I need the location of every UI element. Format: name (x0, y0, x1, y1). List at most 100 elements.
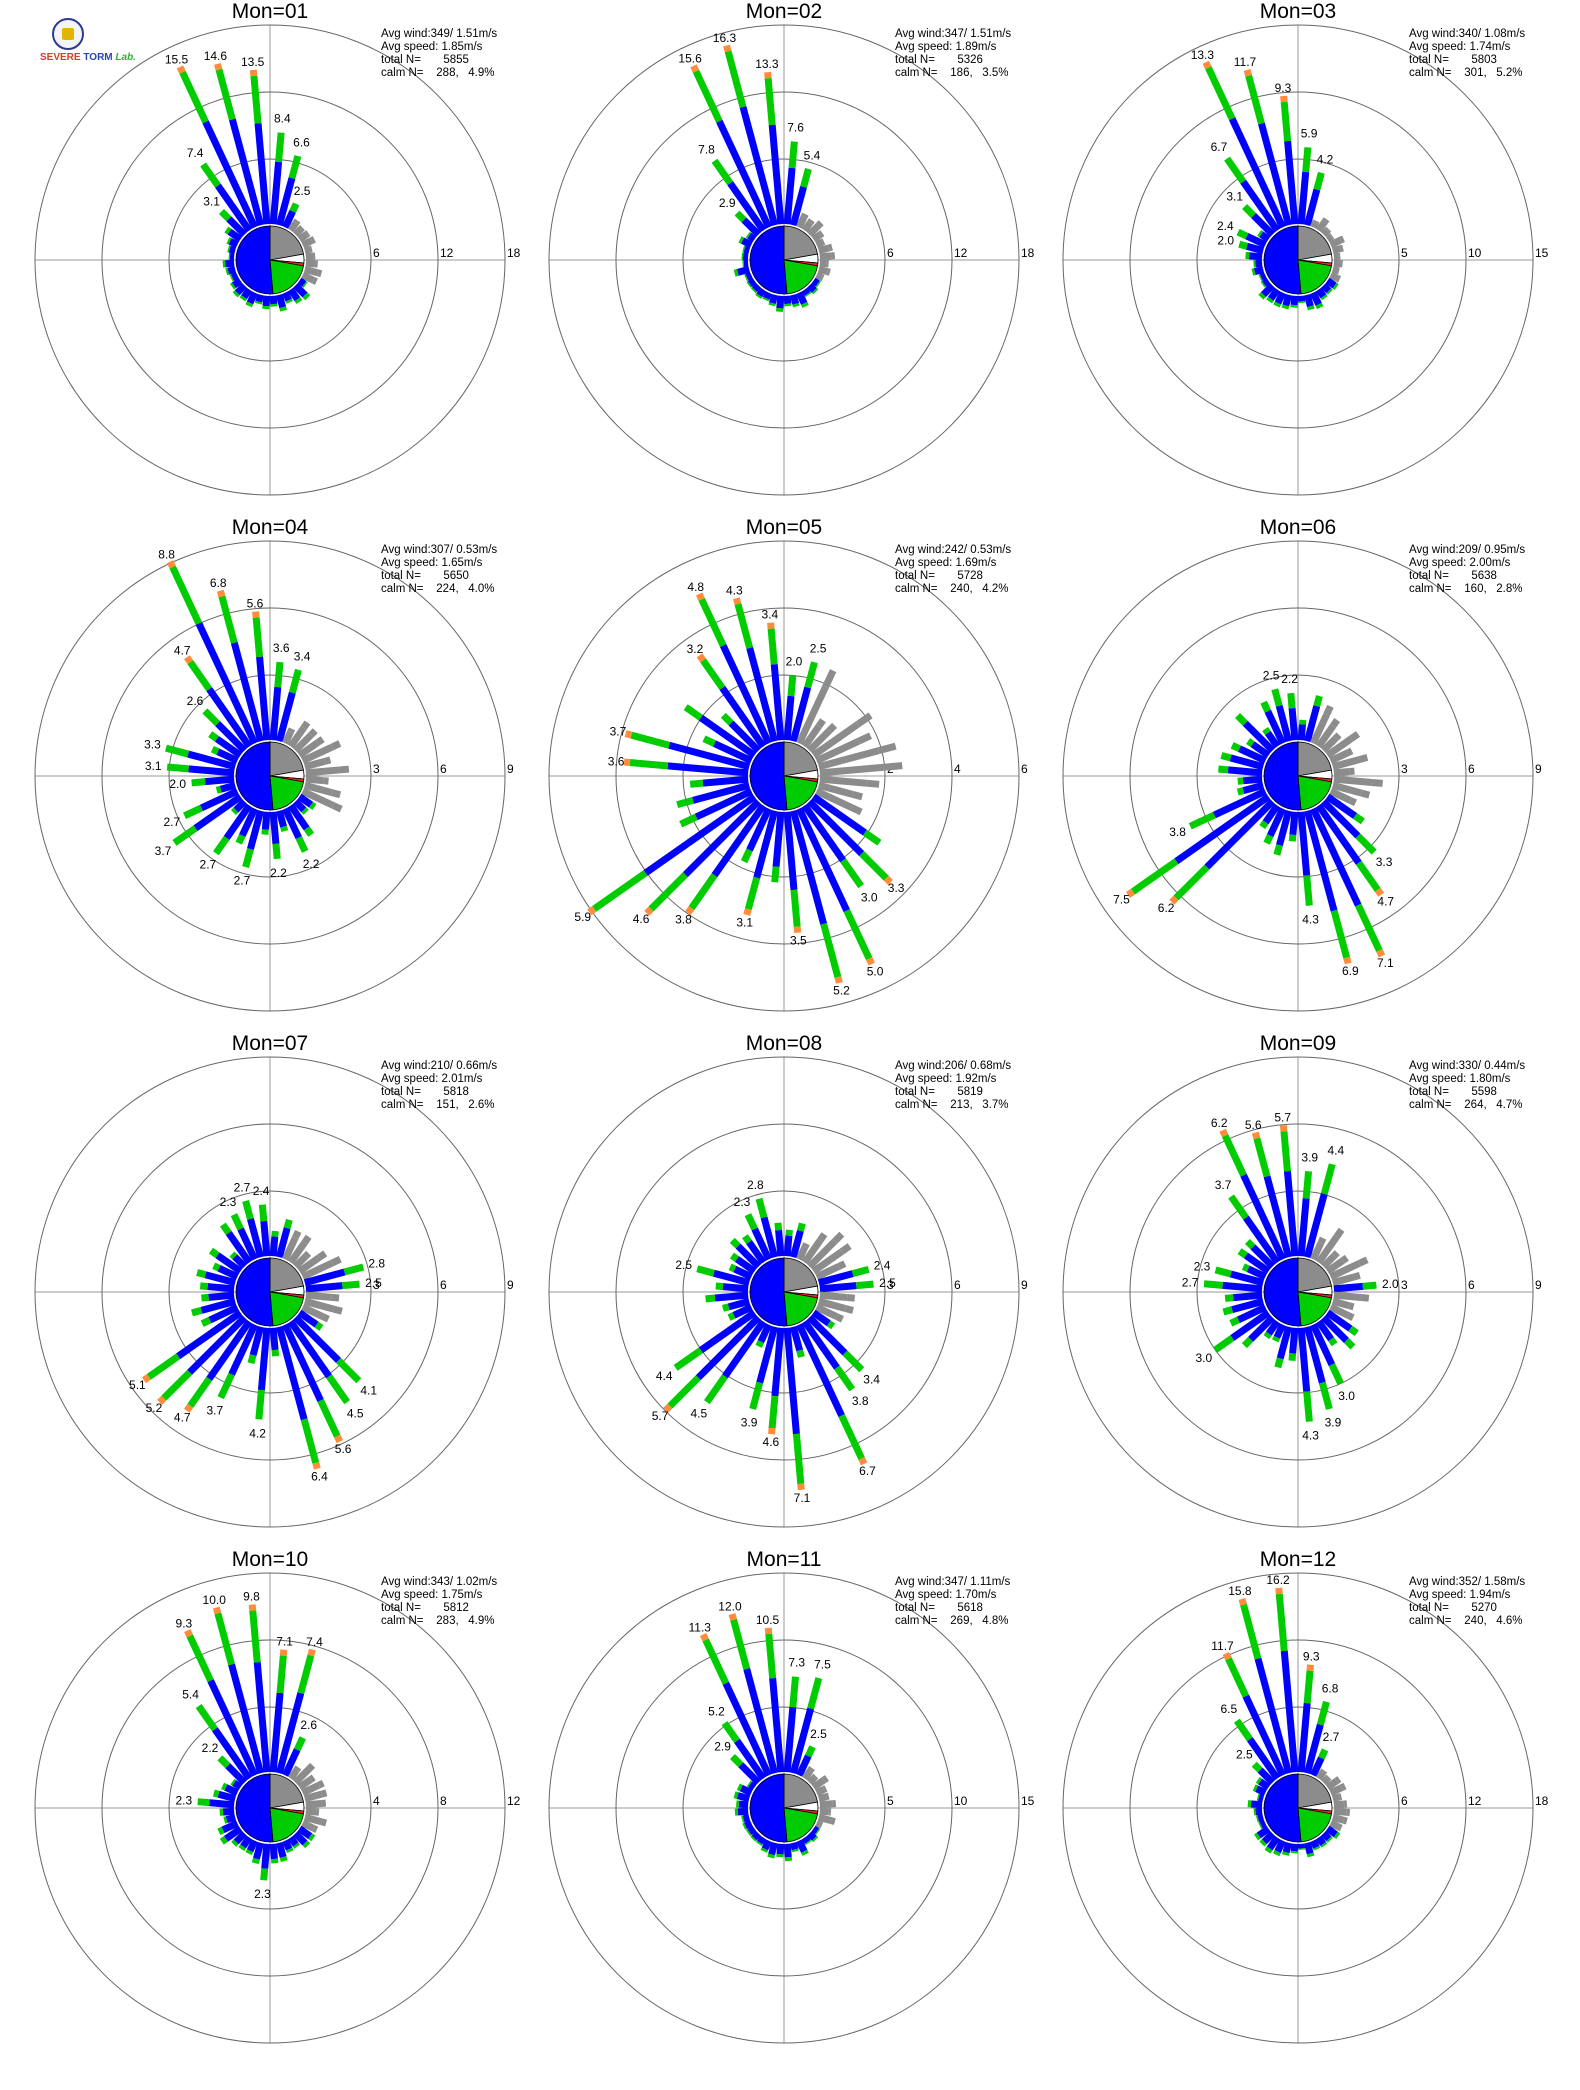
calm-sector-gray (1297, 1257, 1332, 1293)
wind-rose-svg: 6 12 18 9.3 6.8 2.7 2.5 6.5 11.7 15.8 16.2 (1062, 1572, 1549, 2044)
bar-segment-high (1281, 304, 1290, 310)
bar-segment-high (221, 1782, 228, 1791)
ring-circle (682, 158, 886, 362)
bar-segment-high (283, 1218, 293, 1229)
panel-stats: Avg wind:340/ 1.08m/s Avg speed: 1.74m/s t… (1409, 28, 1525, 80)
bar-segment-high (1282, 1851, 1290, 1856)
bar-segment-low (1315, 723, 1336, 749)
bar-segment-low (1240, 1173, 1286, 1261)
bar-value-label: 2.0 (1217, 234, 1234, 248)
bar-segment-low (1284, 140, 1299, 225)
bar-value-label: 2.5 (365, 1276, 382, 1290)
ring-label: 6 (1021, 762, 1028, 776)
ring-label: 5 (887, 1794, 894, 1808)
ring-label: 6 (954, 1278, 961, 1292)
bar-segment-high (1228, 1194, 1249, 1220)
bar-segment-low (1329, 272, 1340, 282)
bar-segment-low (1315, 287, 1327, 299)
avg-speed-text: Avg speed: 2.01m/s (381, 1073, 483, 1085)
bar-segment-high (331, 1293, 340, 1302)
calm-sector-gray (783, 225, 818, 261)
bar-segment-low (1297, 724, 1307, 741)
bar-segment-high (721, 1303, 730, 1312)
bar-segment-high (742, 1822, 747, 1830)
bar-segment-low (215, 183, 253, 233)
bar-segment-low (1315, 803, 1362, 865)
panel-stats: Avg wind:330/ 0.44m/s Avg speed: 1.80m/s t… (1409, 1060, 1525, 1112)
bar-segment-high (1346, 1312, 1355, 1321)
bar-segment-low (219, 781, 237, 793)
bar-segment-high (1348, 1325, 1359, 1337)
bar-segment-low (1250, 1800, 1263, 1809)
bar-segment-high (821, 1775, 829, 1783)
bar-segment-high (767, 628, 778, 665)
bar-value-label: 9.3 (176, 1616, 193, 1630)
bar-segment-high (820, 274, 825, 282)
avg-speed-text: Avg speed: 2.00m/s (1409, 557, 1511, 569)
bar-segment-top (732, 597, 742, 605)
calm-sector-green (783, 1807, 818, 1843)
bar-segment-top (1374, 887, 1385, 897)
bar-segment-high (288, 155, 302, 180)
bar-segment-low (1242, 781, 1265, 795)
bar-segment-low (692, 781, 751, 804)
calm-sector-blue (1263, 225, 1302, 295)
bar-value-label: 2.5 (1236, 1747, 1253, 1761)
bar-segment-high (1222, 1306, 1234, 1316)
bar-segment-low (1331, 1297, 1350, 1310)
wind-rose-panel: Mon=11 5 10 15 7.3 7.5 2.5 2.9 5.2 11.3 12.0 10.5 Av… (527, 1548, 1041, 2066)
bar-segment-high (745, 231, 752, 239)
bar-segment-low (1243, 1215, 1281, 1265)
bar-segment-low (1255, 259, 1263, 268)
bar-segment-high (1262, 727, 1271, 735)
bar-segment-top (176, 65, 186, 74)
bar-value-label: 4.3 (1302, 912, 1319, 926)
bar-segment-low (682, 798, 762, 878)
bar-segment-low (745, 272, 753, 281)
bar-segment-low (736, 1792, 751, 1803)
bar-segment-low (789, 809, 828, 925)
total-n-text: total N= 5270 (1409, 1602, 1497, 1614)
ring-circle (615, 1639, 953, 1977)
avg-wind-text: Avg wind:210/ 0.66m/s (381, 1060, 498, 1072)
calm-sector-gray (269, 1773, 304, 1809)
bar-segment-low (1331, 781, 1363, 797)
bar-value-label: 2.8 (368, 1256, 385, 1270)
bar-segment-top (216, 589, 226, 598)
panel-stats: Avg wind:206/ 0.68m/s Avg speed: 1.92m/s t… (895, 1060, 1011, 1112)
bar-segment-low (1254, 1657, 1293, 1775)
bar-segment-low (1242, 775, 1263, 785)
bar-segment-high (165, 744, 190, 758)
bar-segment-top (685, 906, 695, 916)
bar-segment-low (811, 793, 867, 836)
bar-segment-high (1326, 1836, 1333, 1843)
bar-segment-low (253, 1841, 265, 1860)
bar-segment-low (1262, 803, 1281, 825)
bar-value-label: 12.0 (718, 1599, 742, 1613)
bar-segment-high (811, 287, 819, 295)
bar-segment-low (282, 291, 292, 302)
bar-segment-low (1245, 232, 1267, 248)
bar-segment-high (1318, 1748, 1329, 1760)
bar-segment-high (219, 1222, 232, 1236)
bar-segment-low (702, 775, 749, 787)
ring-circle (548, 24, 1020, 496)
bar-segment-high (1258, 1822, 1263, 1830)
bar-segment-high (1257, 229, 1264, 238)
bar-segment-low (1315, 219, 1328, 233)
calm-sector-gray (269, 741, 304, 777)
bar-segment-low (1320, 1830, 1332, 1842)
bar-segment-top (212, 1606, 222, 1615)
panel-stats: Avg wind:242/ 0.53m/s Avg speed: 1.69m/s t… (895, 544, 1011, 596)
bar-segment-low (1261, 1830, 1276, 1845)
bar-segment-low (1204, 798, 1276, 870)
bar-segment-high (857, 732, 873, 745)
ring-circle (1129, 1123, 1467, 1461)
bar-segment-low (237, 1227, 258, 1261)
bar-segment-high (1263, 834, 1274, 845)
bar-segment-low (1242, 720, 1276, 754)
bar-segment-high (218, 595, 238, 644)
bar-segment-high (308, 1833, 316, 1842)
bar-segment-high (1251, 268, 1256, 276)
bar-segment-low (746, 647, 779, 743)
